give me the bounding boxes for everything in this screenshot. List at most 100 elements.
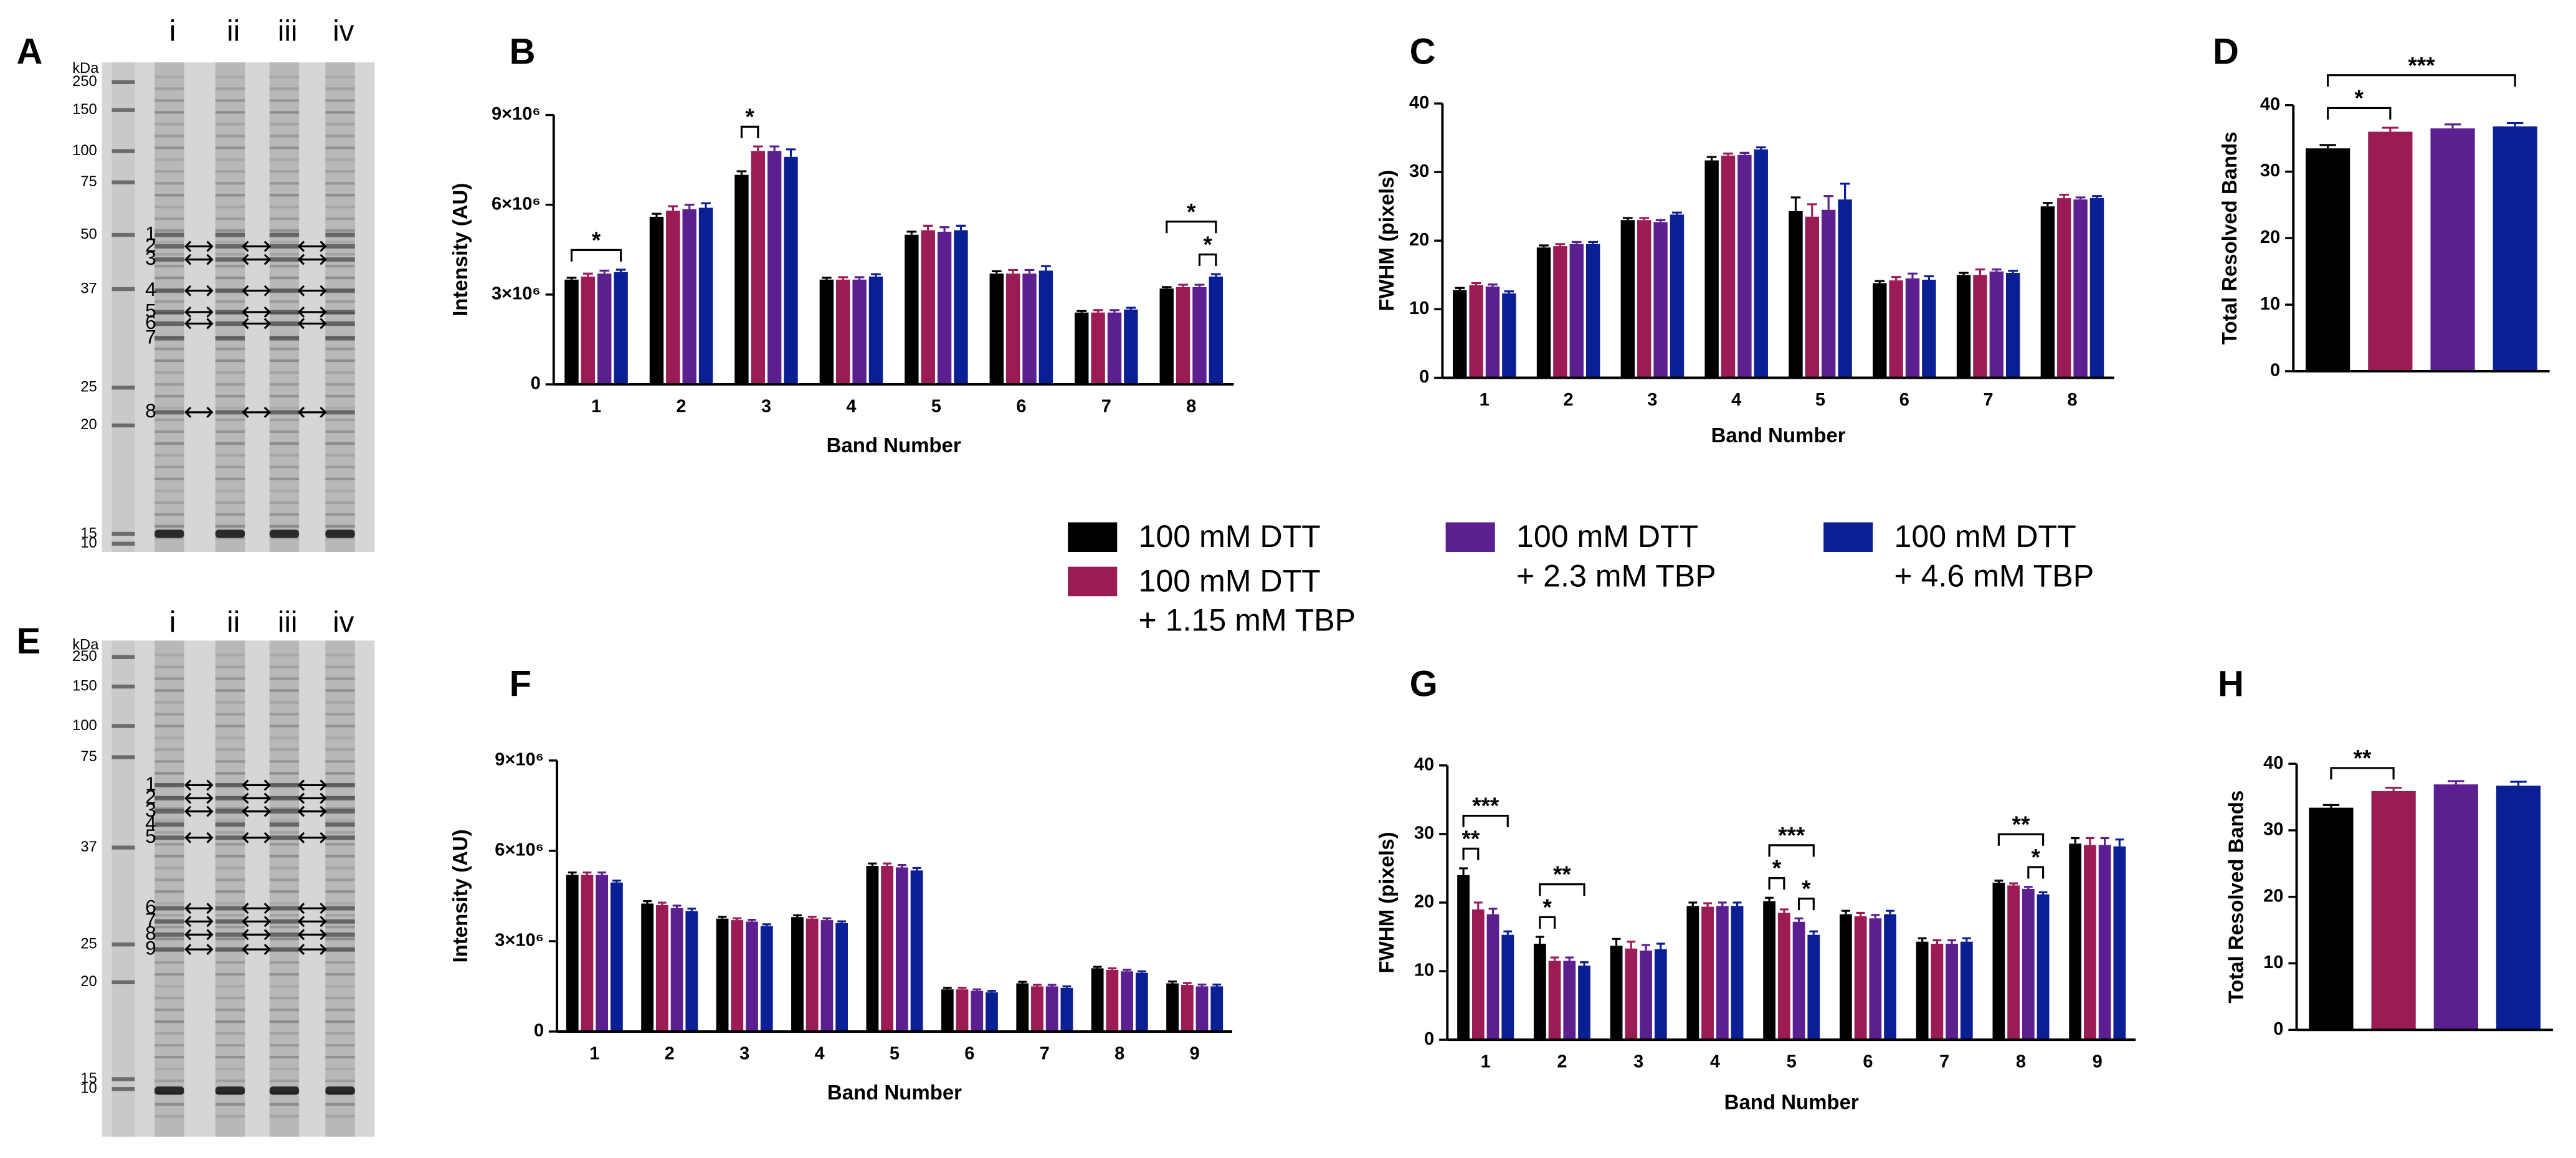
gel-band bbox=[325, 232, 355, 237]
band-arrow bbox=[184, 779, 214, 791]
bar bbox=[791, 917, 804, 1032]
gel-band bbox=[154, 489, 184, 493]
gel-band bbox=[154, 919, 184, 924]
x-tick-label: 1 bbox=[1480, 390, 1490, 410]
band-arrow bbox=[242, 929, 271, 941]
bar bbox=[1686, 906, 1699, 1040]
gel-band bbox=[154, 244, 184, 249]
x-tick-label: 3 bbox=[761, 397, 771, 417]
bar bbox=[614, 272, 628, 385]
marker-lane bbox=[112, 640, 135, 1137]
panel-label: G bbox=[1410, 664, 1438, 705]
error-bar bbox=[1488, 283, 1498, 287]
band-arrow bbox=[242, 944, 271, 956]
significance-label: * bbox=[1187, 199, 1196, 224]
gel-band bbox=[215, 513, 245, 516]
bar bbox=[2113, 846, 2126, 1040]
gel-band bbox=[325, 665, 355, 668]
error-bar bbox=[1182, 982, 1192, 985]
bar bbox=[1486, 914, 1499, 1040]
gel-band bbox=[269, 783, 300, 787]
gel-band bbox=[325, 310, 355, 315]
error-bar bbox=[2071, 837, 2080, 844]
panel-label: E bbox=[17, 621, 41, 662]
band-arrow bbox=[242, 406, 271, 418]
error-bar bbox=[599, 269, 610, 274]
error-bar bbox=[1918, 937, 1927, 942]
gel-band bbox=[269, 359, 300, 363]
bar bbox=[1022, 273, 1037, 385]
gel-band bbox=[215, 277, 245, 280]
x-tick-label: 4 bbox=[814, 1044, 824, 1064]
gel-band bbox=[154, 701, 184, 704]
error-bar bbox=[769, 145, 779, 151]
gel-band bbox=[269, 371, 300, 374]
bar bbox=[1701, 906, 1714, 1040]
gel-band bbox=[215, 465, 245, 469]
bar bbox=[1916, 941, 1929, 1040]
bar bbox=[2040, 206, 2055, 378]
gel-band bbox=[269, 809, 300, 814]
gel-band bbox=[154, 465, 184, 469]
gel-band bbox=[154, 1009, 184, 1012]
error-bar bbox=[684, 204, 695, 209]
bar bbox=[746, 921, 758, 1032]
gel-band bbox=[154, 123, 184, 126]
gel-band bbox=[325, 997, 355, 1000]
gel-band bbox=[154, 835, 184, 840]
bar bbox=[1209, 277, 1224, 385]
gel-band bbox=[154, 926, 184, 929]
gel-band bbox=[325, 382, 355, 386]
bar bbox=[2098, 845, 2111, 1040]
error-bar bbox=[1655, 219, 1666, 222]
gel-band bbox=[215, 914, 245, 917]
gel-band bbox=[215, 677, 245, 680]
band-number: 8 bbox=[145, 922, 156, 944]
gel-band bbox=[325, 430, 355, 434]
error-bar bbox=[943, 987, 952, 990]
bar bbox=[2022, 888, 2035, 1040]
gel-band bbox=[154, 170, 184, 173]
bar bbox=[734, 174, 749, 385]
marker-label: 15 bbox=[80, 1071, 97, 1087]
y-tick-label: 40 bbox=[2260, 94, 2280, 114]
gel-band bbox=[154, 257, 184, 262]
error-bar bbox=[748, 919, 756, 922]
band-number: 6 bbox=[145, 311, 156, 333]
gel-band bbox=[215, 855, 245, 858]
gel-band bbox=[269, 973, 300, 976]
error-bar bbox=[1612, 937, 1621, 946]
bar bbox=[2089, 198, 2104, 378]
gel-band bbox=[325, 932, 355, 937]
error-bar bbox=[1840, 183, 1850, 200]
x-tick-label: 8 bbox=[1115, 1044, 1124, 1064]
bar bbox=[1869, 918, 1882, 1040]
gel-band bbox=[154, 902, 184, 905]
gel-band bbox=[215, 232, 245, 237]
bar bbox=[564, 279, 579, 385]
gel-band bbox=[269, 736, 300, 739]
gel-band bbox=[215, 1103, 245, 1106]
band-arrow bbox=[242, 285, 271, 297]
gel-band bbox=[215, 524, 245, 528]
error-bar bbox=[652, 212, 662, 217]
y-tick-label: 40 bbox=[2263, 753, 2283, 773]
significance-label: *** bbox=[2408, 52, 2435, 78]
lane-label: ii bbox=[227, 606, 240, 639]
bar bbox=[1106, 969, 1119, 1032]
gel-band bbox=[325, 123, 355, 126]
gel-band bbox=[269, 961, 300, 964]
dye-front bbox=[269, 529, 300, 538]
bar bbox=[1640, 951, 1652, 1040]
bar bbox=[641, 903, 654, 1032]
gel-band bbox=[325, 736, 355, 739]
error-bar bbox=[786, 148, 796, 157]
gel-band bbox=[325, 1020, 355, 1023]
bar bbox=[1792, 921, 1805, 1040]
gel-band bbox=[154, 1044, 184, 1047]
bar bbox=[881, 866, 893, 1032]
error-bar bbox=[2009, 882, 2018, 886]
unit-label: kDa bbox=[72, 637, 99, 653]
gel-band bbox=[269, 926, 300, 929]
